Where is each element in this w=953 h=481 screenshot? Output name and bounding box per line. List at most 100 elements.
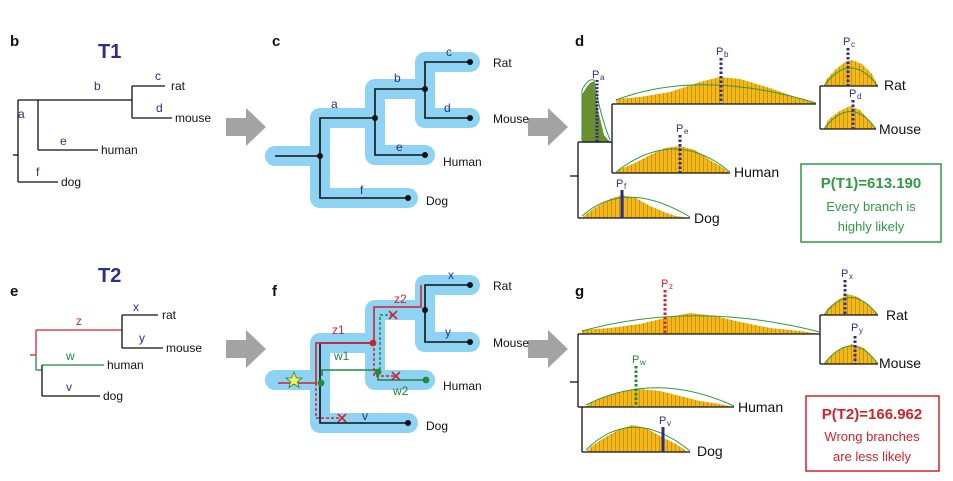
svg-text:w: w [639, 358, 646, 367]
tube-t1-branch-e: e [396, 140, 403, 154]
tube-t1-taxon-human: Human [443, 155, 482, 169]
svg-text:P: P [616, 178, 623, 190]
histogram-c [823, 48, 879, 87]
tube-t2-nodes [317, 282, 473, 426]
tree-title-t1: T1 [98, 41, 121, 63]
tube-t2-background [265, 275, 480, 433]
tube-t2-branch-y: y [445, 325, 451, 339]
histogram-z [581, 290, 821, 335]
t2-taxon-dog: dog [103, 389, 123, 403]
tube-t1-taxon-rat: Rat [493, 56, 512, 70]
svg-text:f: f [624, 182, 627, 191]
likelihood-box-t1: P(T1)=613.190 Every branch is highly lik… [800, 163, 942, 243]
t2-branch-y: y [139, 331, 145, 345]
arrow-e-to-f [226, 330, 266, 368]
hist-t2-taxon-rat: Rat [886, 307, 908, 323]
tube-t2-branch-v: v [362, 409, 368, 423]
svg-text:P: P [851, 322, 858, 334]
svg-text:y: y [859, 326, 863, 335]
t2-branch-w: w [65, 349, 75, 363]
tube-t1-branch-a: a [331, 97, 338, 111]
tube-t2-branch-z1: z1 [332, 323, 345, 337]
svg-text:v: v [667, 419, 671, 428]
panel-label-b: b [10, 33, 19, 50]
arrow-b-to-c [226, 108, 266, 146]
t2-branch-x: x [133, 300, 139, 314]
tube-t1-taxon-dog: Dog [426, 194, 448, 208]
tube-t1-nodes [317, 59, 473, 201]
panel-label-g: g [575, 283, 584, 300]
tube-t2-branch-z2: z2 [394, 292, 407, 306]
arrow-f-to-g [528, 330, 568, 368]
svg-text:P: P [592, 69, 599, 81]
hist-t2-taxon-human: Human [738, 399, 783, 415]
svg-text:z: z [669, 282, 673, 291]
hist-t1-taxon-rat: Rat [884, 77, 906, 93]
tree-t2 [30, 314, 163, 397]
tree-title-t2: T2 [98, 265, 121, 287]
tube-t2-taxon-rat: Rat [493, 279, 512, 293]
histogram-e [615, 135, 731, 174]
tube-t2-branch-x: x [448, 268, 454, 282]
likelihood-t2-line2: are less likely [833, 449, 912, 464]
t1-branch-b: b [94, 79, 101, 93]
likelihood-t2-title: P(T2)=166.962 [822, 406, 922, 423]
t2-branch-z: z [76, 314, 82, 328]
t1-branch-a: a [18, 107, 25, 121]
svg-text:P: P [841, 268, 848, 280]
svg-text:P: P [661, 278, 668, 290]
panel-label-c: c [272, 33, 280, 50]
t2-branch-v: v [66, 380, 72, 394]
histogram-b [615, 58, 817, 105]
likelihood-t1-title: P(T1)=613.190 [821, 175, 921, 192]
t2-taxon-human: human [107, 358, 144, 372]
svg-text:d: d [857, 92, 861, 101]
tube-t2-branch-w2: w2 [392, 384, 409, 398]
tube-t1-taxon-mouse: Mouse [493, 112, 529, 126]
tube-t1-branch-d: d [444, 101, 451, 115]
histogram-d [823, 100, 877, 130]
tube-t2-taxon-dog: Dog [426, 419, 448, 433]
t1-branch-c: c [155, 69, 161, 83]
hist-t2-taxon-mouse: Mouse [879, 355, 921, 371]
svg-text:c: c [851, 40, 855, 49]
root-star-icon [284, 370, 304, 389]
tree-t1 [13, 85, 172, 183]
svg-text:P: P [843, 36, 850, 48]
hist-t2-taxon-dog: Dog [697, 443, 723, 459]
svg-text:a: a [600, 73, 605, 82]
hist-t2-tree [570, 314, 824, 453]
tube-t1-branch-c: c [446, 45, 452, 59]
hist-t1-taxon-mouse: Mouse [879, 121, 921, 137]
tube-t2-branch-w1: w1 [333, 349, 350, 363]
likelihood-t2-line1: Wrong branches [824, 429, 920, 444]
tube-t2-crosses [337, 310, 401, 423]
svg-text:e: e [684, 127, 689, 136]
t2-taxon-rat: rat [162, 308, 177, 322]
t1-branch-f: f [36, 165, 40, 179]
tube-t1-tree [275, 61, 470, 199]
panel-label-f: f [272, 283, 278, 300]
svg-text:P: P [632, 354, 639, 366]
tube-t1-branch-b: b [394, 71, 401, 85]
t1-branch-e: e [60, 134, 67, 148]
hist-t1-taxon-human: Human [734, 164, 779, 180]
tube-t1-branch-f: f [360, 183, 364, 197]
panel-label-d: d [575, 33, 584, 50]
histogram-w [585, 366, 735, 408]
t1-taxon-rat: rat [171, 79, 186, 93]
histogram-x [823, 280, 879, 316]
histogram-v [585, 425, 691, 453]
svg-text:x: x [849, 272, 853, 281]
